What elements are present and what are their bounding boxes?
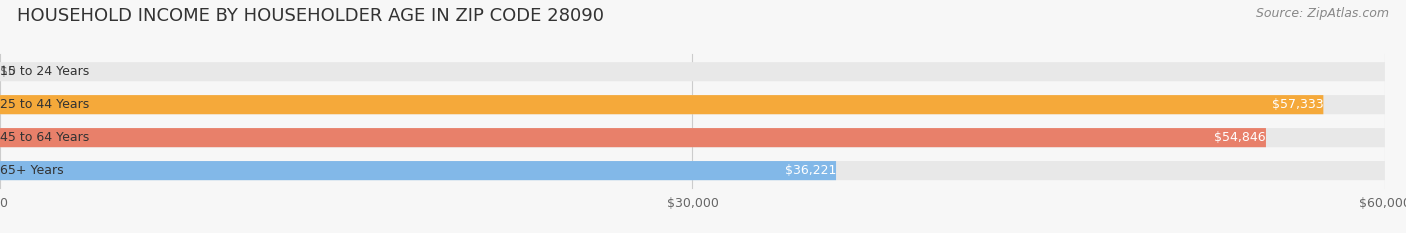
FancyBboxPatch shape	[0, 128, 1265, 147]
Text: 15 to 24 Years: 15 to 24 Years	[0, 65, 89, 78]
Text: 45 to 64 Years: 45 to 64 Years	[0, 131, 89, 144]
FancyBboxPatch shape	[0, 161, 837, 180]
Text: $54,846: $54,846	[1215, 131, 1265, 144]
Text: 65+ Years: 65+ Years	[0, 164, 63, 177]
Text: $0: $0	[0, 65, 15, 78]
FancyBboxPatch shape	[0, 128, 1385, 147]
Text: HOUSEHOLD INCOME BY HOUSEHOLDER AGE IN ZIP CODE 28090: HOUSEHOLD INCOME BY HOUSEHOLDER AGE IN Z…	[17, 7, 603, 25]
Text: $57,333: $57,333	[1271, 98, 1323, 111]
FancyBboxPatch shape	[0, 95, 1385, 114]
FancyBboxPatch shape	[0, 161, 1385, 180]
FancyBboxPatch shape	[0, 62, 1385, 81]
Text: 25 to 44 Years: 25 to 44 Years	[0, 98, 89, 111]
Text: $36,221: $36,221	[785, 164, 837, 177]
FancyBboxPatch shape	[0, 95, 1323, 114]
Text: Source: ZipAtlas.com: Source: ZipAtlas.com	[1256, 7, 1389, 20]
